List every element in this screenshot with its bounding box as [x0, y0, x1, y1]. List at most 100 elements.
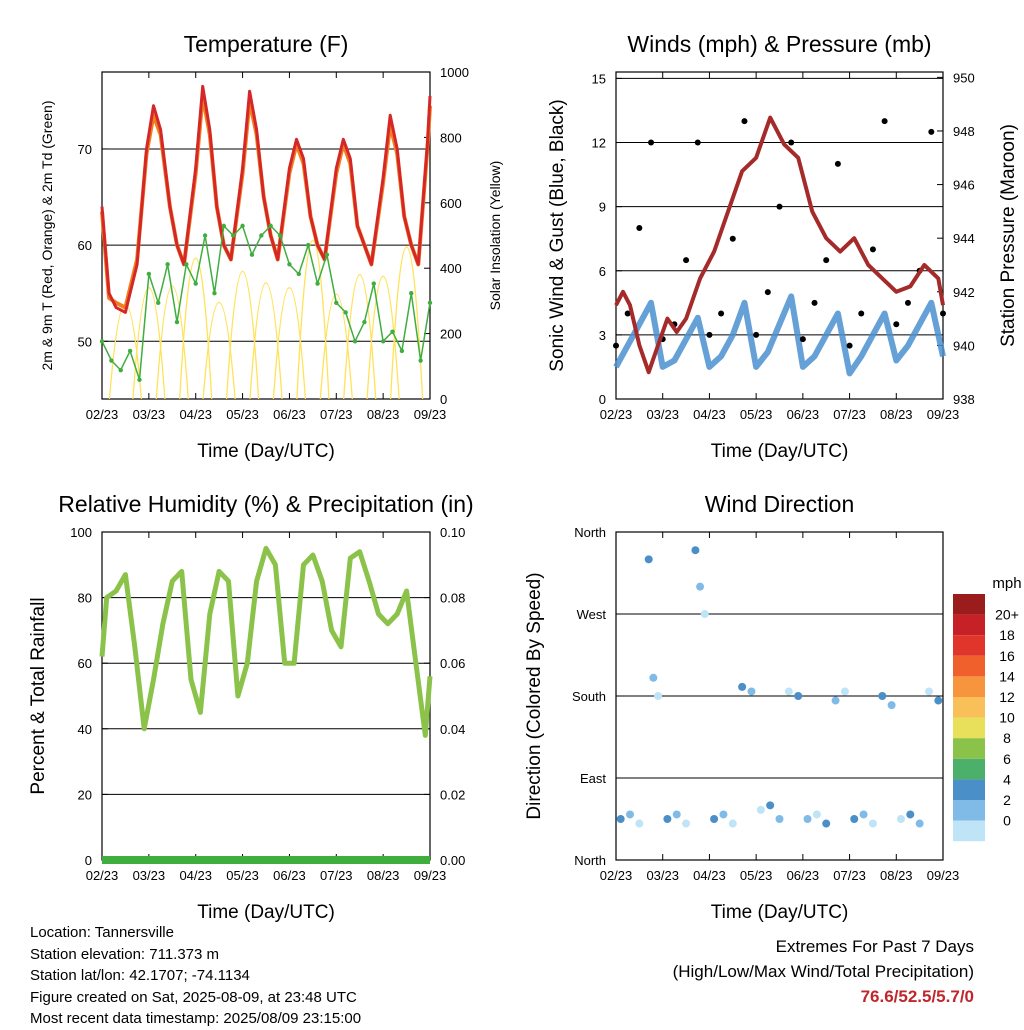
legend-swatch: [953, 614, 985, 636]
gust-point: [729, 235, 736, 242]
y2-tick-label: 0.02: [440, 787, 465, 802]
dewpoint-point: [409, 291, 414, 296]
panel-title: Winds (mph) & Pressure (mb): [627, 31, 931, 57]
direction-point: [747, 687, 756, 696]
y-tick-label: 50: [78, 334, 92, 349]
direction-point: [691, 546, 700, 555]
legend-swatch: [953, 820, 985, 842]
dewpoint-point: [371, 281, 376, 286]
y2-tick-label: 948: [953, 124, 975, 139]
extremes-box: Extremes For Past 7 Days (High/Low/Max W…: [673, 934, 974, 1009]
legend-swatch: [953, 758, 985, 780]
x-tick-label: 05/23: [226, 407, 259, 422]
legend-swatch: [953, 676, 985, 697]
gust-point: [694, 139, 701, 146]
y-tick-label: 20: [78, 787, 92, 802]
legend-label: 8: [1003, 730, 1011, 746]
humidity-line: [99, 545, 433, 738]
y2-tick-label: 200: [440, 327, 462, 342]
legend-label: 10: [999, 710, 1015, 726]
x-tick-label: 07/23: [320, 407, 353, 422]
x-tick-label: 08/23: [880, 407, 913, 422]
direction-point: [626, 810, 635, 819]
y-axis-label: Direction (Colored By Speed): [524, 572, 545, 819]
direction-point: [663, 815, 672, 823]
direction-point: [812, 810, 821, 819]
legend-swatch: [953, 800, 985, 821]
x-tick-label: 07/23: [320, 868, 353, 883]
direction-point: [840, 687, 849, 696]
x-axis-label: Time (Day/UTC): [711, 902, 849, 923]
gust-point: [764, 289, 771, 296]
y2-tick-label: 940: [953, 338, 975, 353]
gust-point: [636, 225, 643, 232]
x-tick-label: 04/23: [693, 868, 726, 883]
x-tick-label: 05/23: [226, 868, 259, 883]
gust-point: [893, 321, 900, 328]
elevation-label: Station elevation: 711.373 m: [30, 945, 220, 963]
y2-tick-label: 0.04: [440, 722, 465, 737]
x-tick-label: 09/23: [414, 868, 447, 883]
y2-tick-label: 938: [953, 392, 975, 407]
station-pressure-line: [614, 115, 945, 375]
y-tick-label: 9: [599, 200, 606, 215]
direction-point: [887, 701, 896, 710]
created-label: Figure created on Sat, 2025-08-09, at 23…: [30, 988, 357, 1006]
legend-title: mph: [992, 575, 1021, 592]
dewpoint-point: [315, 281, 320, 286]
x-tick-label: 02/23: [86, 868, 119, 883]
solar-insolation-curve: [319, 293, 353, 400]
x-tick-label: 06/23: [273, 407, 306, 422]
dewpoint-point: [231, 233, 236, 238]
gust-point: [776, 203, 783, 210]
dewpoint-point: [193, 281, 198, 286]
gust-point: [858, 310, 865, 317]
station-info: Location: Tannersville Station elevation…: [30, 922, 361, 1030]
dewpoint-point: [334, 300, 339, 306]
x-tick-label: 09/23: [927, 868, 960, 883]
dewpoint-point: [109, 358, 114, 363]
legend-swatch: [953, 697, 985, 718]
direction-point: [644, 555, 653, 564]
2m-temperature-line: [100, 84, 432, 314]
x-tick-label: 02/23: [86, 407, 119, 422]
y2-tick-label: 944: [953, 231, 975, 246]
y2-tick-label: 0: [440, 392, 447, 407]
plot-frame: [615, 71, 944, 400]
x-tick-label: 08/23: [367, 407, 400, 422]
legend-label: 16: [999, 648, 1015, 664]
y2-tick-label: 0.06: [440, 656, 465, 671]
y-tick-label: South: [572, 689, 606, 704]
direction-point: [915, 819, 924, 828]
y-tick-label: 15: [592, 71, 606, 86]
x-tick-label: 09/23: [927, 407, 960, 422]
gust-point: [741, 118, 748, 125]
extremes-value: 76.6/52.5/5.7/0: [860, 987, 974, 1006]
direction-point: [756, 805, 765, 814]
gust-point: [904, 299, 911, 306]
solar-insolation-curve: [389, 246, 424, 400]
solar-insolation-curve: [132, 287, 166, 400]
y-tick-label: 100: [70, 525, 92, 540]
y-tick-label: North: [574, 853, 606, 868]
direction-point: [878, 692, 887, 700]
y2-tick-label: 400: [440, 261, 462, 276]
gust-point: [834, 160, 841, 167]
gust-point: [846, 342, 853, 349]
x-tick-label: 06/23: [787, 868, 820, 883]
x-tick-label: 07/23: [833, 407, 866, 422]
panel-title: Relative Humidity (%) & Precipitation (i…: [58, 491, 473, 517]
legend-label: 2: [1003, 792, 1011, 808]
dewpoint-point: [202, 233, 208, 238]
legend-swatch: [953, 779, 985, 800]
y-tick-label: 60: [78, 656, 92, 671]
dewpoint-point: [212, 291, 217, 296]
dewpoint-point: [343, 310, 348, 315]
dewpoint-point: [99, 339, 105, 344]
dewpoint-point: [268, 223, 273, 229]
y2-tick-label: 942: [953, 285, 975, 300]
direction-point: [775, 815, 784, 823]
dewpoint-point: [305, 242, 311, 248]
gust-point: [648, 139, 655, 146]
x-tick-label: 07/23: [833, 868, 866, 883]
